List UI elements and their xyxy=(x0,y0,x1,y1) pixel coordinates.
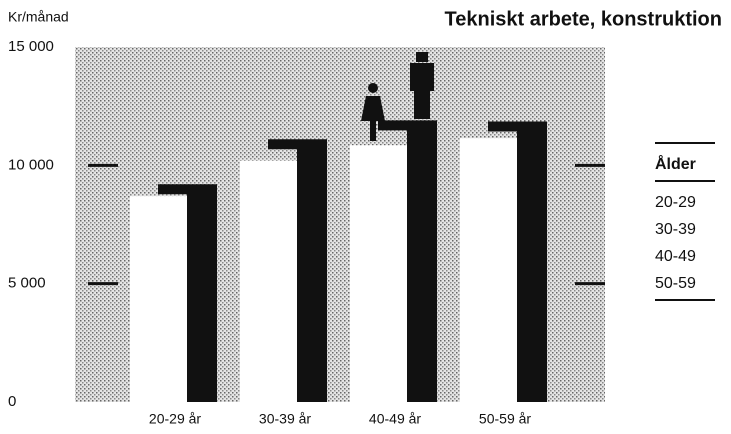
table-row: 20-29 xyxy=(655,194,696,211)
bar xyxy=(460,138,517,402)
bar xyxy=(378,120,437,402)
y-axis-label: Kr/månad xyxy=(8,9,69,25)
x-tick-label: 30-39 år xyxy=(259,411,311,427)
table-row: 40-49 xyxy=(655,248,696,265)
table-row: 30-39 xyxy=(655,221,696,238)
chart-title: Tekniskt arbete, konstruktion xyxy=(445,8,722,30)
x-tick-label: 20-29 år xyxy=(149,411,201,427)
bar xyxy=(350,145,407,402)
y-tick-label: 5 000 xyxy=(8,275,46,292)
bar xyxy=(158,184,217,402)
bar xyxy=(488,121,547,403)
icons xyxy=(361,52,434,141)
x-tick-label: 40-49 år xyxy=(369,411,421,427)
y-tick-label: 15 000 xyxy=(8,38,54,55)
y-tick-label: 0 xyxy=(8,393,16,410)
bar xyxy=(268,139,327,403)
y-tick-label: 10 000 xyxy=(8,156,54,173)
x-tick-label: 50-59 år xyxy=(479,411,531,427)
table-header: Ålder xyxy=(655,154,696,173)
bar xyxy=(240,160,297,402)
table-row: 50-59 xyxy=(655,275,696,292)
bar xyxy=(130,196,187,402)
